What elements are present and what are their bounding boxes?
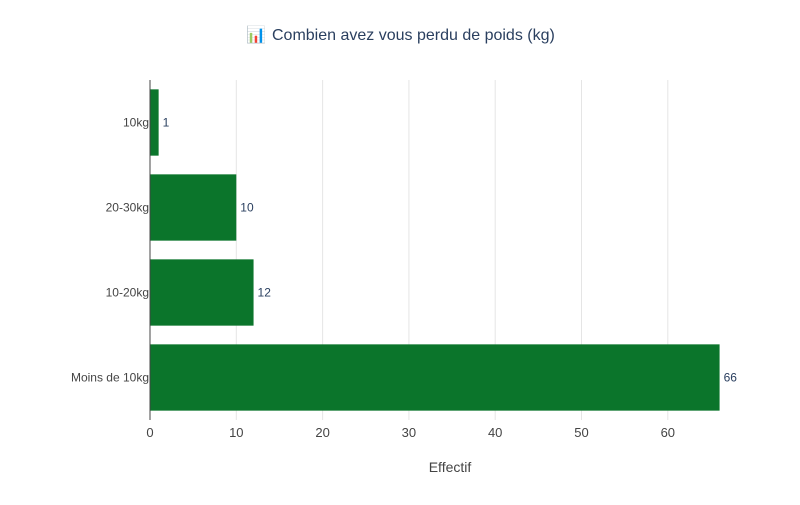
x-tick-label: 40	[488, 425, 502, 440]
data-label: 66	[724, 371, 738, 385]
x-tick-label: 20	[315, 425, 329, 440]
bar-chart-icon: 📊	[246, 25, 266, 44]
x-tick-label: 0	[146, 425, 153, 440]
x-axis-title: Effectif	[429, 459, 472, 475]
y-tick-labels: 10kg 20-30kg 10-20kg Moins de 10kg	[71, 116, 149, 385]
bar-10-20kg[interactable]	[150, 259, 254, 326]
y-tick-label: 20-30kg	[106, 201, 149, 215]
y-tick-label: Moins de 10kg	[71, 371, 149, 385]
data-label: 10	[240, 201, 254, 215]
y-tick-label: 10kg	[123, 116, 149, 130]
bars	[150, 89, 720, 411]
bar-10kg[interactable]	[150, 89, 159, 156]
chart-title: Combien avez vous perdu de poids (kg)	[272, 27, 555, 44]
data-label: 1	[163, 116, 170, 130]
x-tick-label: 50	[574, 425, 588, 440]
data-labels: 1 10 12 66	[163, 116, 738, 385]
x-tick-labels: 0 10 20 30 40 50 60	[146, 425, 675, 440]
chart-title-group: 📊 Combien avez vous perdu de poids (kg)	[246, 25, 555, 44]
bar-20-30kg[interactable]	[150, 174, 237, 241]
x-tick-label: 10	[229, 425, 243, 440]
x-tick-label: 60	[661, 425, 675, 440]
x-tick-label: 30	[402, 425, 416, 440]
bar-moins-de-10kg[interactable]	[150, 344, 720, 411]
y-tick-label: 10-20kg	[106, 286, 149, 300]
data-label: 12	[258, 286, 272, 300]
